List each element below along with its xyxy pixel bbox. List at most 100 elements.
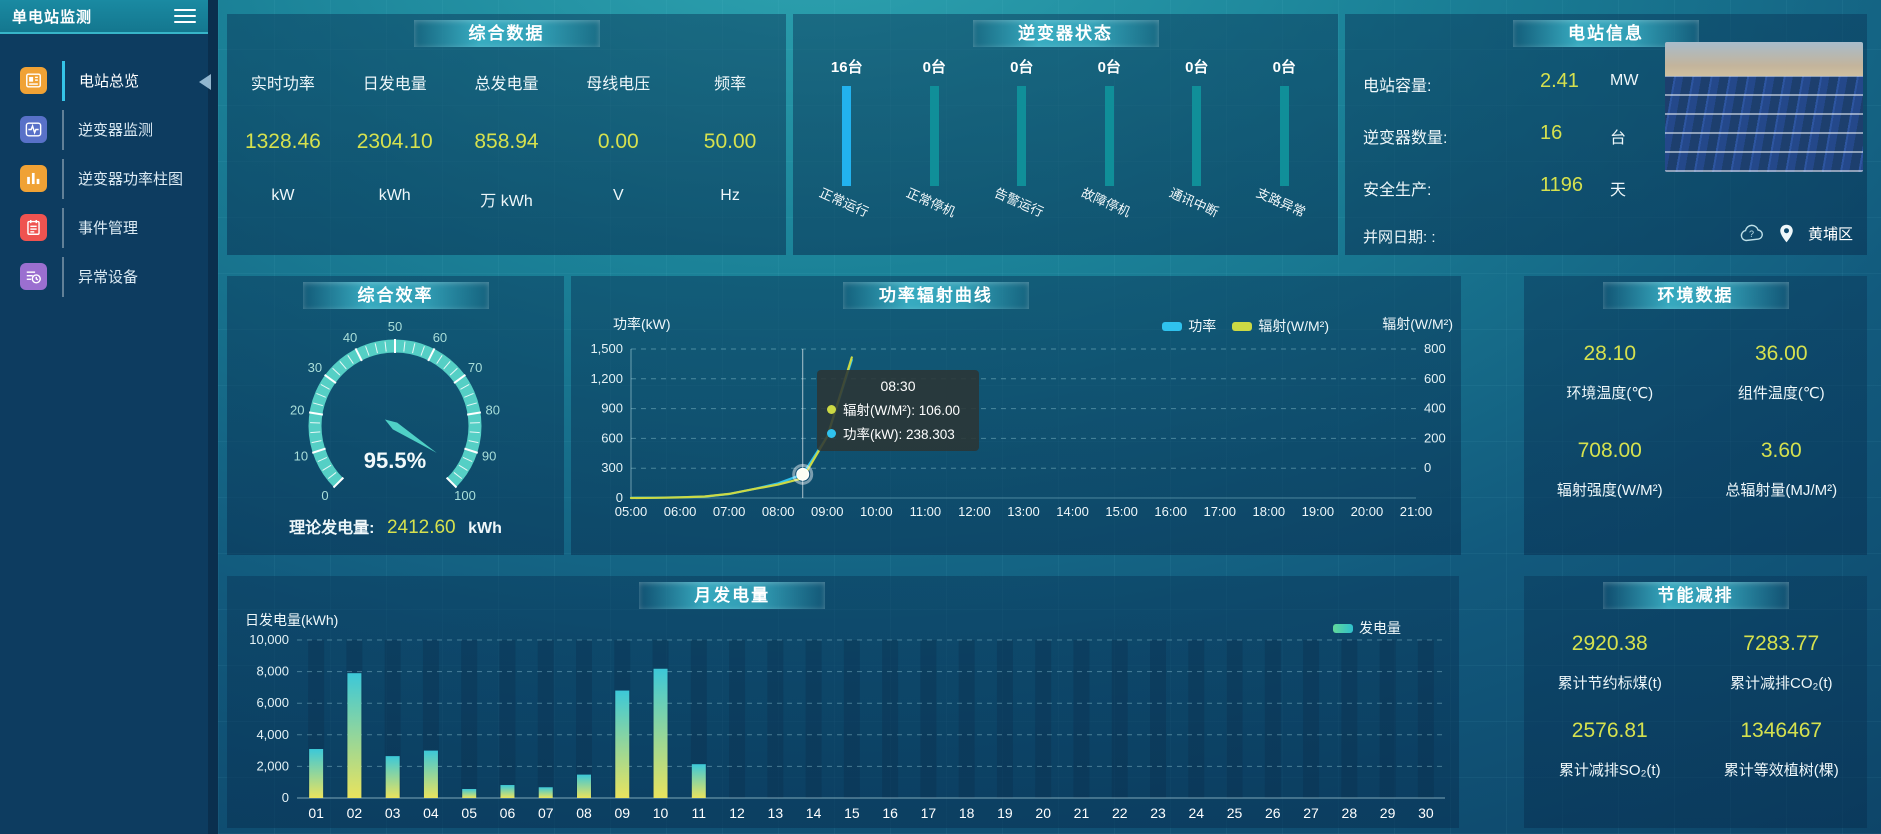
x-axis-tick: 07	[538, 805, 554, 821]
bar-background-band	[1150, 640, 1166, 798]
y-axis-tick: 8,000	[256, 664, 289, 679]
panel-monthly-generation: 月发电量 日发电量(kWh) 发电量 10,000 8,000 6,000 4,000…	[227, 576, 1459, 828]
gauge-tick-label: 10	[294, 449, 308, 464]
curve-legend: 功率 辐射(W/M²)	[1162, 316, 1329, 336]
weather-cloud-icon[interactable]: ?	[1739, 224, 1765, 243]
legend-swatch	[1232, 321, 1253, 331]
gauge-tick-label: 0	[321, 488, 328, 503]
legend-item-generation[interactable]: 发电量	[1333, 618, 1401, 638]
nav-divider	[62, 207, 64, 248]
inverter-status-column: 16台正常运行	[803, 56, 891, 230]
inverter-status-label: 正常运行	[816, 184, 871, 220]
hamburger-menu-icon[interactable]	[174, 6, 196, 26]
panel-inverter-title: 逆变器状态	[972, 20, 1159, 47]
gauge-tick	[468, 440, 479, 444]
metric-value: 2920.38	[1571, 632, 1648, 655]
sidebar-item-事件管理[interactable]: 事件管理	[0, 203, 208, 252]
metric-label: 频率	[714, 76, 747, 93]
gauge-tick	[308, 411, 324, 416]
gauge-tick-label: 70	[468, 360, 482, 375]
inverter-status-bars: 16台 正常运行 0台 正常停机 0台 告警运行 0台 故障停机 0台 通讯中断 0台 支路异常	[803, 56, 1328, 230]
station-row-label: 电站容量:	[1363, 78, 1432, 95]
x-axis-tick: 25	[1227, 805, 1243, 821]
gauge-tick	[460, 384, 470, 390]
bar-background-band	[1417, 640, 1434, 798]
gauge-tick-label: 90	[482, 449, 496, 464]
bar-background-band	[537, 640, 554, 798]
summary-metrics: 实时功率 1328.46 kW 日发电量 2304.10 kWh 总发电量 858.94 万 k…	[227, 58, 786, 255]
right-axis-tick: 800	[1424, 341, 1446, 356]
x-axis-tick: 07:00	[713, 504, 746, 519]
x-axis-tick: 08	[576, 805, 592, 821]
sidebar-item-电站总览[interactable]: 电站总览	[0, 56, 208, 105]
bar-background-band	[461, 640, 478, 798]
tooltip-series-dot	[827, 404, 836, 414]
panel-summary-title: 综合数据	[413, 20, 600, 47]
sidebar-item-异常设备[interactable]: 异常设备	[0, 252, 208, 301]
sidebar-collapse-arrow[interactable]	[199, 74, 211, 90]
monthly-generation-bar-chart[interactable]: 10,000 8,000 6,000 4,000 2,000 0 01 02 03 04 05 06 0…	[227, 576, 1459, 828]
metric-label: 实时功率	[250, 76, 315, 93]
bar-background-band	[1226, 640, 1243, 798]
bar-background-band	[1303, 640, 1320, 798]
tooltip-rows: 辐射(W/M²): 106.00 功率(kW): 238.303	[827, 399, 969, 443]
location-pin-icon[interactable]	[1779, 224, 1794, 243]
y-axis-tick: 10,000	[249, 632, 289, 647]
metric-label: 环境温度(℃)	[1566, 385, 1654, 402]
app-title: 单电站监测	[12, 8, 93, 26]
notebook-icon	[20, 214, 47, 241]
legend-label: 发电量	[1359, 620, 1401, 636]
left-axis-tick: 300	[601, 460, 623, 475]
station-location[interactable]: 黄埔区	[1807, 226, 1853, 243]
efficiency-gauge-chart[interactable]: 0 10 20 30 40 50 60 70 80 90 100 95.5%	[227, 306, 564, 506]
metric-label: 辐射强度(W/M²)	[1556, 482, 1663, 499]
x-axis-tick: 05:00	[615, 504, 648, 519]
gauge-tick	[324, 374, 337, 384]
x-axis-tick: 20:00	[1351, 504, 1384, 519]
metric-value: 50.00	[703, 130, 757, 153]
metric-label: 总发电量	[474, 76, 539, 93]
bar-background-band	[882, 640, 899, 798]
generation-bar	[577, 774, 591, 798]
generation-bar	[615, 690, 630, 798]
nav-divider	[62, 256, 64, 297]
inverter-status-column: 0台 故障停机	[1066, 56, 1154, 230]
metric-label: 日发电量	[362, 76, 427, 93]
x-axis-tick: 13:00	[1007, 504, 1040, 519]
tooltip-row-text: 辐射(W/M²): 106.00	[843, 403, 961, 418]
station-row-unit: 天	[1610, 182, 1627, 199]
summary-metric: 实时功率 1328.46 kW	[227, 58, 339, 255]
summary-metric: 总发电量 858.94 万 kWh	[451, 58, 563, 255]
sidebar-item-逆变器监测[interactable]: 逆变器监测	[0, 105, 208, 154]
legend-item-辐射(W/M²)[interactable]: 辐射(W/M²)	[1232, 316, 1329, 336]
sidebar-item-逆变器功率柱图[interactable]: 逆变器功率柱图	[0, 154, 208, 203]
panel-summary: 综合数据 实时功率 1328.46 kW 日发电量 2304.10 kWh 总发电量 858.…	[227, 14, 786, 255]
sidebar-item-label: 异常设备	[78, 269, 139, 286]
series-辐射(W/M²)	[629, 356, 853, 500]
panel-environment-title: 环境数据	[1602, 282, 1789, 309]
gauge-tick	[462, 456, 473, 463]
x-axis-tick: 14:00	[1056, 504, 1089, 519]
gauge-tick	[339, 361, 347, 370]
sidebar-item-label: 事件管理	[78, 220, 139, 237]
right-axis-tick: 0	[1424, 460, 1431, 475]
gauge-needle	[384, 419, 437, 453]
generation-bar	[500, 785, 515, 798]
inverter-count: 16台	[830, 59, 863, 76]
station-photo	[1665, 42, 1863, 172]
bar-background-band	[1264, 640, 1281, 798]
tooltip-row: 功率(kW): 238.303	[827, 423, 969, 443]
station-row-label: 逆变器数量:	[1363, 130, 1448, 147]
metric-cell: 2576.81 累计减排SO₂(t)	[1524, 719, 1696, 780]
gauge-tick	[427, 348, 436, 362]
station-row-value: 2.41	[1540, 70, 1579, 92]
panel-efficiency-title: 综合效率	[302, 282, 489, 309]
inverter-status-bar	[1017, 86, 1027, 186]
x-axis-tick: 06:00	[664, 504, 697, 519]
tooltip-series-dot	[827, 428, 836, 438]
x-axis-tick: 16:00	[1154, 504, 1187, 519]
legend-item-功率[interactable]: 功率	[1162, 316, 1216, 336]
metric-value: 36.00	[1754, 342, 1808, 365]
gauge-tick	[332, 476, 345, 489]
